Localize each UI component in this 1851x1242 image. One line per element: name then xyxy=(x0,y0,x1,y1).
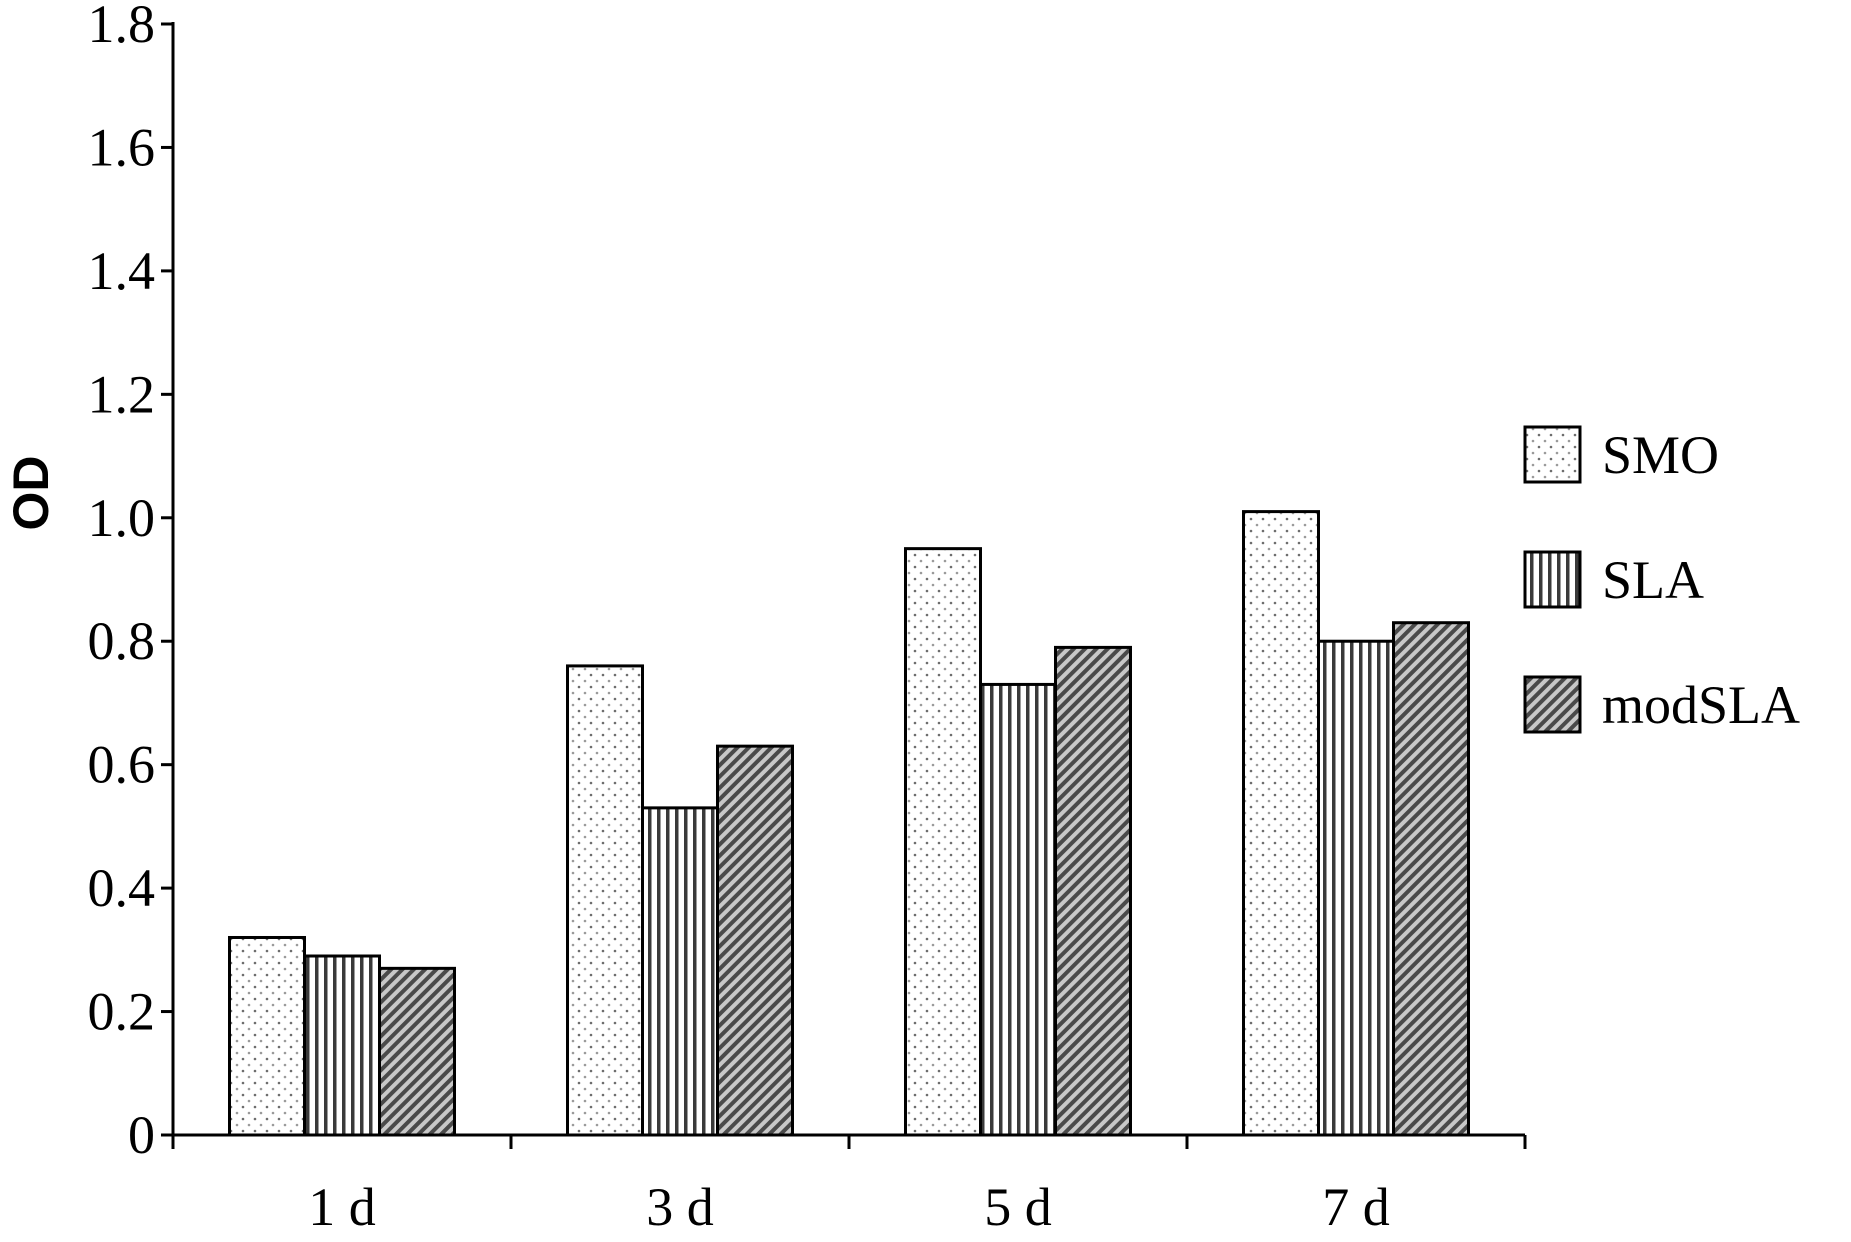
legend-label-SLA: SLA xyxy=(1602,550,1704,610)
legend: SMO SLA modSLA xyxy=(1523,425,1800,735)
y-tick-label: 0 xyxy=(128,1105,155,1165)
bar-SLA-3d xyxy=(641,806,719,1137)
x-ticks-group: 1 d 3 d 5 d 7 d xyxy=(171,1135,1527,1237)
y-tick-label: 1.2 xyxy=(88,364,156,424)
y-tick-label: 1.4 xyxy=(88,241,156,301)
bar-SMO-7d xyxy=(1242,510,1320,1137)
bar-modSLA-5d xyxy=(1054,645,1132,1137)
bar-SMO-1d xyxy=(228,935,306,1137)
y-tick-label: 1.8 xyxy=(88,0,156,54)
y-tick-label: 0.2 xyxy=(88,982,156,1042)
x-category-label: 3 d xyxy=(646,1177,714,1237)
y-tick-label: 1.6 xyxy=(88,117,156,177)
legend-swatch-SMO xyxy=(1523,425,1582,484)
bars-group xyxy=(228,510,1470,1137)
legend-label-modSLA: modSLA xyxy=(1602,675,1800,735)
y-tick-label: 1.0 xyxy=(88,488,156,548)
y-ticks-group: 0 0.2 0.4 0.6 0.8 1.0 1.2 1.4 1.6 1.8 xyxy=(88,0,173,1165)
bar-SMO-5d xyxy=(904,547,982,1137)
bar-modSLA-1d xyxy=(378,966,456,1137)
x-category-label: 1 d xyxy=(308,1177,376,1237)
bar-SLA-7d xyxy=(1317,639,1395,1137)
bar-SLA-1d xyxy=(303,954,381,1137)
x-category-label: 7 d xyxy=(1322,1177,1390,1237)
y-tick-label: 0.6 xyxy=(88,735,156,795)
y-tick-label: 0.8 xyxy=(88,611,156,671)
bar-SMO-3d xyxy=(566,664,644,1137)
legend-swatch-modSLA xyxy=(1523,675,1582,734)
legend-label-SMO: SMO xyxy=(1602,425,1719,485)
legend-swatch-SLA xyxy=(1523,550,1582,609)
x-category-label: 5 d xyxy=(984,1177,1052,1237)
bar-SLA-5d xyxy=(979,682,1057,1137)
bar-modSLA-3d xyxy=(716,744,794,1137)
y-tick-label: 0.4 xyxy=(88,858,156,918)
y-axis-title: OD xyxy=(3,456,59,531)
bar-modSLA-7d xyxy=(1392,621,1470,1137)
